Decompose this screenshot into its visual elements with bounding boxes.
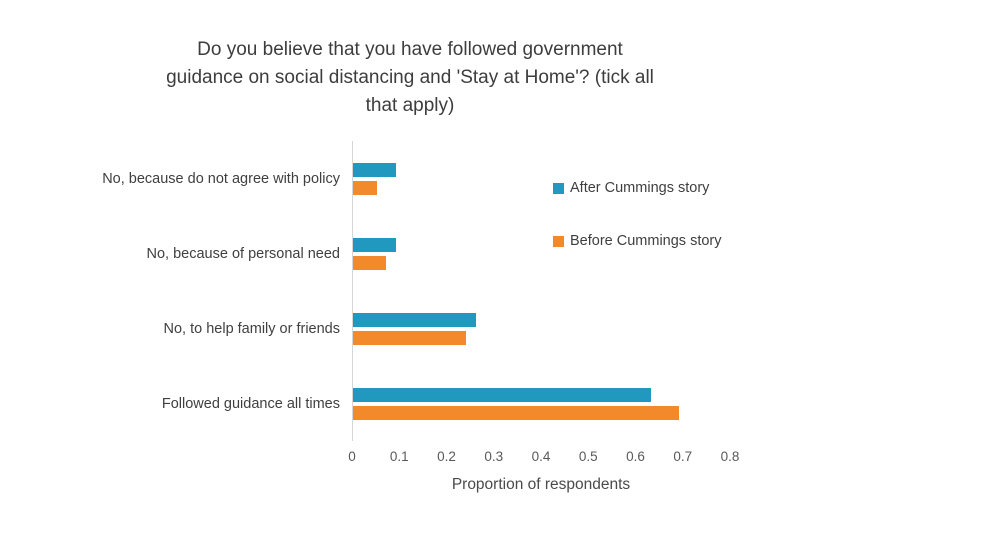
chart-title-line: guidance on social distancing and 'Stay … (166, 67, 654, 88)
chart-title-line: that apply) (365, 95, 455, 116)
x-tick-label: 0.3 (484, 449, 504, 464)
category-band (353, 141, 731, 216)
bar (353, 405, 680, 420)
bar (353, 330, 467, 345)
legend-label: Before Cummings story (570, 233, 722, 249)
x-tick-label: 0 (348, 449, 356, 464)
x-tick-label: 0.7 (673, 449, 693, 464)
category-label: No, because do not agree with policy (102, 170, 340, 187)
bar (353, 237, 396, 252)
plot-area (352, 141, 731, 441)
category-band (353, 366, 731, 441)
category-band (353, 216, 731, 291)
bar (353, 180, 377, 195)
x-tick-label: 0.1 (389, 449, 409, 464)
chart-title-line: Do you believe that you have followed go… (197, 39, 623, 60)
x-tick-label: 0.6 (626, 449, 645, 464)
x-tick-label: 0.4 (531, 449, 551, 464)
category-label: No, to help family or friends (163, 320, 341, 337)
category-band (353, 291, 731, 366)
x-axis-title: Proportion of respondents (451, 476, 631, 493)
chart-title: Do you believe that you have followed go… (110, 36, 710, 120)
bar (353, 255, 387, 270)
legend-label: After Cummings story (570, 180, 710, 196)
bar (353, 162, 396, 177)
x-tick-label: 0.5 (578, 449, 598, 464)
legend-marker (553, 182, 564, 194)
legend-marker (553, 235, 564, 247)
bar (353, 387, 651, 402)
x-tick-label: 0.8 (720, 449, 740, 464)
category-label: Followed guidance all times (161, 395, 340, 412)
legend-item: After Cummings story (553, 180, 722, 196)
bar (353, 312, 476, 327)
legend-item: Before Cummings story (553, 233, 722, 249)
category-label: No, because of personal need (146, 245, 340, 262)
category-axis: No, because do not agree with policy No, … (0, 141, 340, 441)
legend: After Cummings story Before Cummings stor… (553, 180, 722, 249)
x-tick-label: 0.2 (437, 449, 456, 464)
